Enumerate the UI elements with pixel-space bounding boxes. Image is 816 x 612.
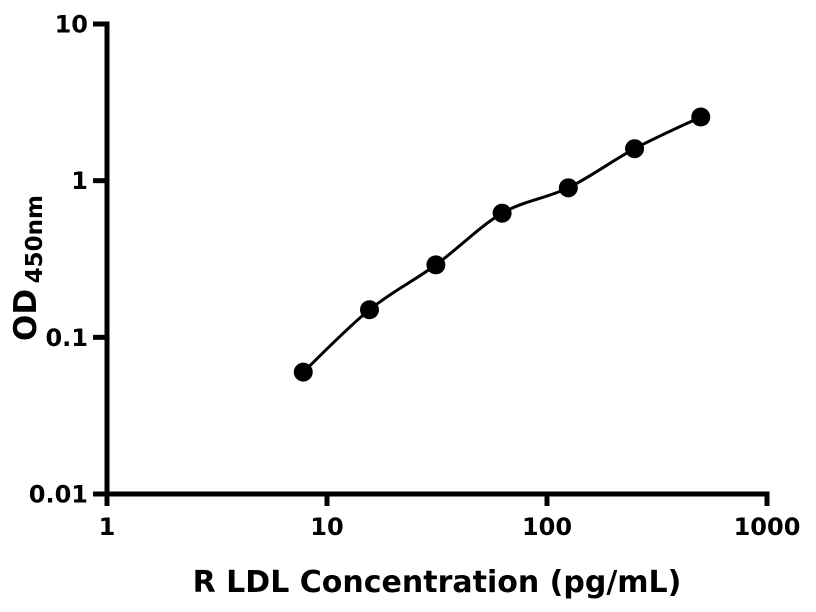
data-points-group: [293, 107, 711, 382]
ticks-group: [93, 178, 550, 506]
data-point: [359, 300, 379, 320]
y-tick-label: 1: [71, 167, 88, 195]
data-point: [625, 139, 645, 159]
data-point: [691, 107, 711, 127]
y-tick-label: 10: [55, 11, 88, 39]
y-tick-label: 0.01: [29, 481, 88, 509]
data-point: [492, 203, 512, 223]
x-axis-title: R LDL Concentration (pg/mL): [193, 565, 682, 600]
y-tick-label: 0.1: [45, 324, 88, 352]
y-axis-title-main: OD: [8, 289, 44, 341]
x-tick-label: 1000: [734, 513, 801, 541]
x-tick-label: 100: [522, 513, 572, 541]
y-axis-title: OD 450nm: [8, 195, 48, 341]
data-point: [293, 362, 313, 382]
y-axis-title-subscript: 450nm: [22, 195, 48, 283]
data-point: [558, 178, 578, 198]
x-tick-label: 1: [99, 513, 116, 541]
data-point: [426, 255, 446, 275]
x-tick-label: 10: [310, 513, 343, 541]
tick-labels-group: 0.01 0.1 1 10 1 10 100 1000: [29, 11, 801, 542]
